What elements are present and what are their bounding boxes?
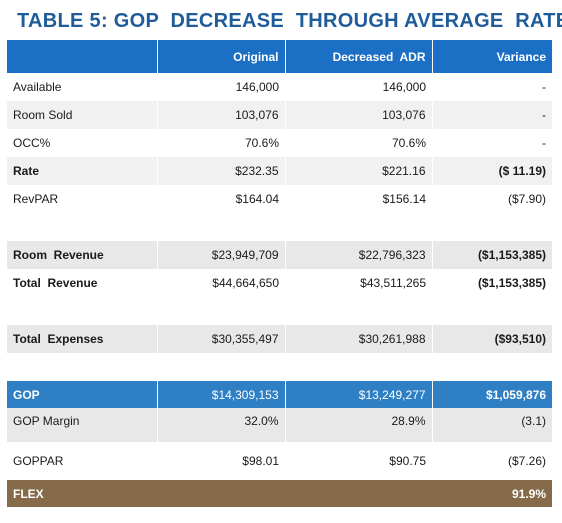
spacer-row xyxy=(7,213,552,241)
row-label: OCC% xyxy=(13,136,51,150)
cell-variance: (3.1) xyxy=(432,408,552,442)
cell-variance: $1,059,876 xyxy=(432,381,552,408)
row-label: Room Revenue xyxy=(7,241,158,269)
spacer-row xyxy=(7,297,552,325)
cell-decreased: 146,000 xyxy=(382,80,426,94)
table-row: Total Expenses $30,355,497 $30,261,988 (… xyxy=(7,325,552,353)
cell-original: 32.0% xyxy=(157,408,286,442)
table-row: Room Sold 103,076 103,076 - xyxy=(7,101,552,129)
table-row: OCC% 70.6% 70.6% - xyxy=(7,129,552,157)
cell-original: $23,949,709 xyxy=(157,241,286,269)
cell-original: 146,000 xyxy=(235,80,279,94)
cell-original: 103,076 xyxy=(157,101,286,129)
row-label: Available xyxy=(13,80,62,94)
row-label: RevPAR xyxy=(13,192,59,206)
table-row: Total Revenue $44,664,650 $43,511,265 ($… xyxy=(7,269,552,297)
cell-variance: ($93,510) xyxy=(432,325,552,353)
cell-variance: - xyxy=(542,80,546,94)
cell-variance: ($ 11.19) xyxy=(432,157,552,185)
row-label: Total Expenses xyxy=(7,325,158,353)
cell-decreased: $22,796,323 xyxy=(285,241,433,269)
cell-decreased: $156.14 xyxy=(382,192,426,206)
cell-decreased: $43,511,265 xyxy=(360,276,426,290)
gop-table: Original Decreased ADR Variance Availabl… xyxy=(7,40,552,507)
row-label: Rate xyxy=(7,157,158,185)
row-label: GOPPAR xyxy=(13,454,64,468)
table-row: Rate $232.35 $221.16 ($ 11.19) xyxy=(7,157,552,185)
cell-original: $164.04 xyxy=(235,192,279,206)
cell-original: $44,664,650 xyxy=(212,276,279,290)
row-label: GOP Margin xyxy=(7,408,158,442)
cell-decreased: 103,076 xyxy=(285,101,433,129)
header-original: Original xyxy=(157,40,286,73)
row-label: GOP xyxy=(7,381,158,408)
cell-decreased: $90.75 xyxy=(389,454,426,468)
cell-original: $30,355,497 xyxy=(157,325,286,353)
cell-variance: - xyxy=(432,101,552,129)
header-row: Original Decreased ADR Variance xyxy=(7,40,552,73)
cell-decreased: 70.6% xyxy=(391,136,426,150)
cell-variance: ($7.90) xyxy=(507,192,546,206)
cell-decreased: $13,249,277 xyxy=(285,381,433,408)
row-label: Total Revenue xyxy=(13,276,98,290)
gop-row: GOP $14,309,153 $13,249,277 $1,059,876 xyxy=(7,381,552,408)
header-decreased-adr: Decreased ADR xyxy=(285,40,433,73)
cell-original: $98.01 xyxy=(242,454,279,468)
cell-original: $232.35 xyxy=(157,157,286,185)
table-title: TABLE 5: GOP DECREASE THROUGH AVERAGE RA… xyxy=(17,10,562,32)
cell-original: 70.6% xyxy=(244,136,279,150)
row-label: FLEX xyxy=(7,480,157,507)
cell-variance: ($1,153,385) xyxy=(477,276,546,290)
table-row: Available 146,000 146,000 - xyxy=(7,73,552,101)
table-row: GOPPAR $98.01 $90.75 ($7.26) xyxy=(7,442,552,480)
header-variance: Variance xyxy=(432,40,552,73)
spacer-row xyxy=(7,353,552,381)
cell-original: $14,309,153 xyxy=(157,381,286,408)
cell-variance: 91.9% xyxy=(432,480,552,507)
header-blank xyxy=(7,40,158,73)
cell-decreased: 28.9% xyxy=(285,408,433,442)
table-row: RevPAR $164.04 $156.14 ($7.90) xyxy=(7,185,552,213)
row-label: Room Sold xyxy=(7,101,158,129)
cell-decreased: $30,261,988 xyxy=(285,325,433,353)
cell-decreased: $221.16 xyxy=(285,157,433,185)
table-row: GOP Margin 32.0% 28.9% (3.1) xyxy=(7,408,552,442)
flex-row: FLEX 91.9% xyxy=(7,480,552,507)
cell-variance: ($1,153,385) xyxy=(432,241,552,269)
cell-variance: ($7.26) xyxy=(507,454,546,468)
table-row: Room Revenue $23,949,709 $22,796,323 ($1… xyxy=(7,241,552,269)
cell-variance: - xyxy=(542,136,546,150)
